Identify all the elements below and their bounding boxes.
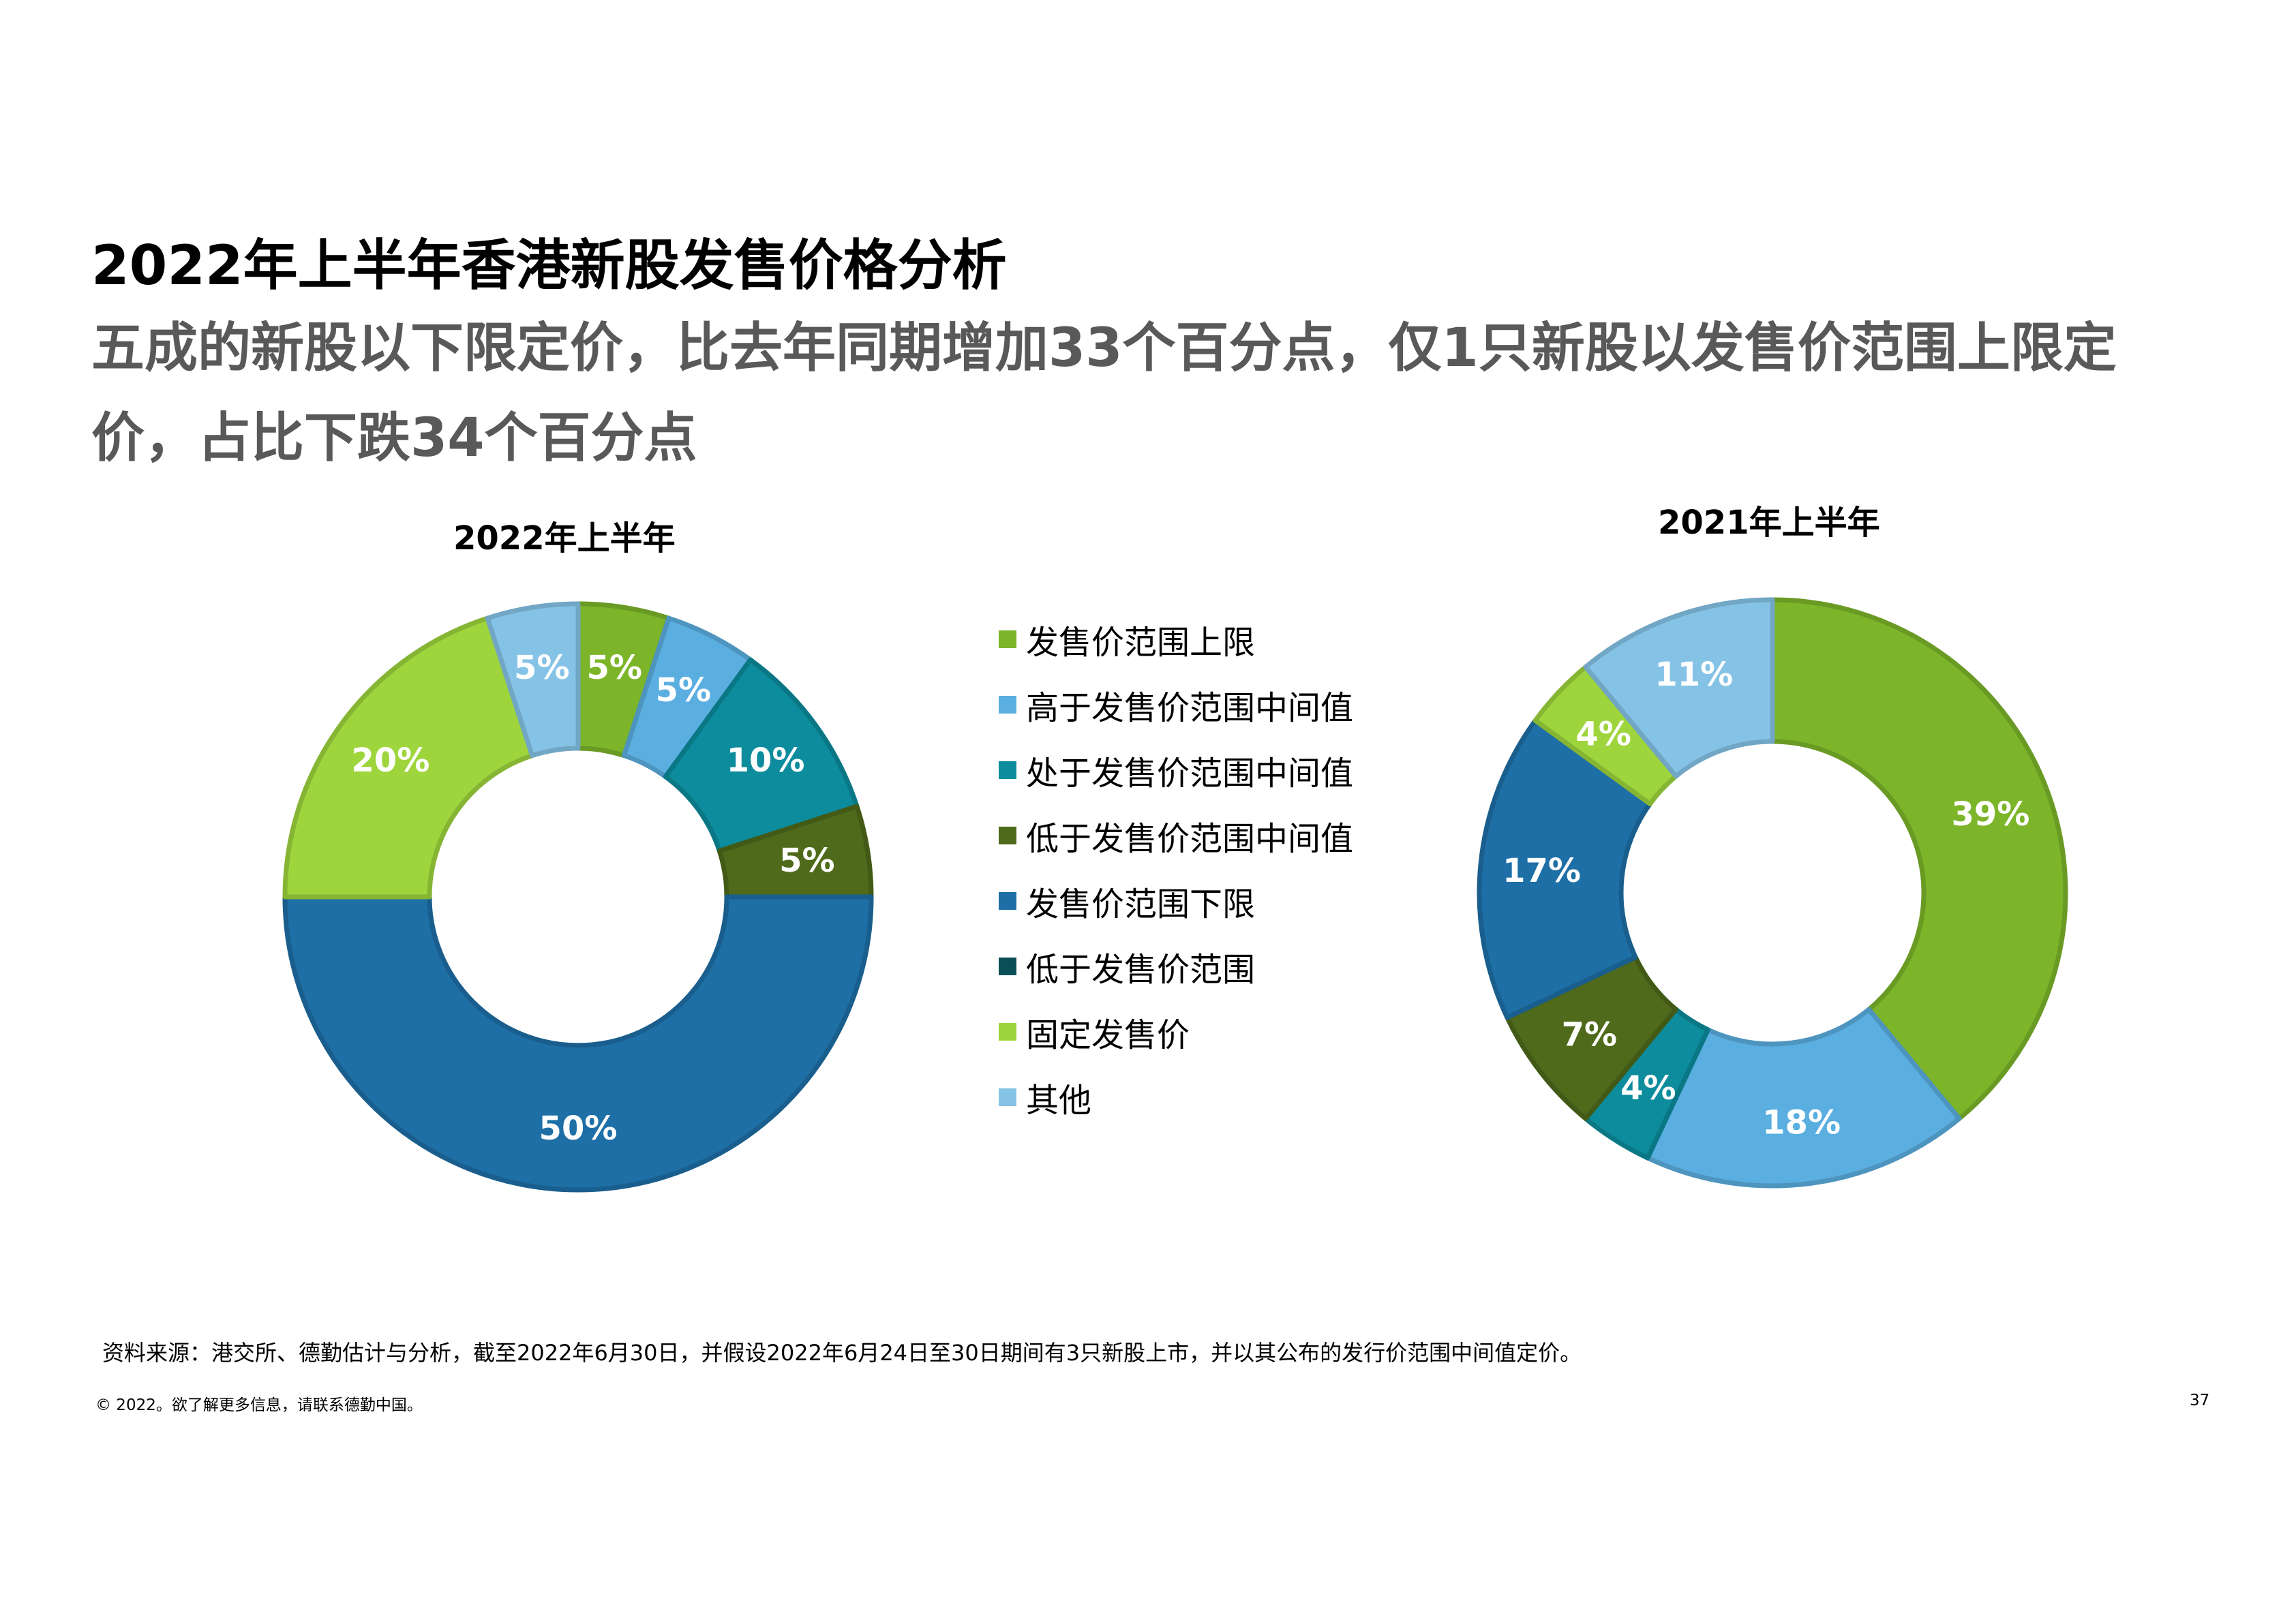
slice-label: 17% [1502,852,1581,890]
slice-label: 11% [1655,656,1733,694]
slice-label: 4% [1575,715,1631,753]
legend-swatch [999,958,1016,975]
legend-label: 处于发售价范围中间值 [1026,754,1354,793]
legend-item: 低于发售价范围中间值 [999,803,1353,868]
legend-label: 固定发售价 [1026,1016,1190,1054]
donut-chart-2022: 5% 5% 10% 5% 50% 20% 5% [282,601,874,1193]
donut-slice [282,894,874,1193]
legend-swatch [999,1023,1016,1041]
legend-swatch [999,1088,1016,1106]
legend-item: 发售价范围上限 [999,607,1353,672]
slice-label: 20% [351,741,429,780]
copyright: © 2022。欲了解更多信息，请联系德勤中国。 [95,1396,423,1414]
legend: 发售价范围上限 高于发售价范围中间值 处于发售价范围中间值 低于发售价范围中间值… [999,607,1353,1130]
legend-swatch [999,892,1016,910]
legend-label: 低于发售价范围 [1026,951,1256,989]
slice-label: 4% [1620,1069,1676,1107]
donut-slice [282,615,535,900]
page-number: 37 [2190,1392,2210,1409]
legend-item: 处于发售价范围中间值 [999,737,1353,803]
donut-slice [485,601,581,759]
slice-label: 50% [539,1110,618,1148]
donut-slice [1583,597,1775,779]
chart-title-2022: 2022年上半年 [453,519,676,557]
chart-title-2021: 2021年上半年 [1658,504,1880,542]
slice-label: 18% [1762,1103,1841,1142]
page-subtitle: 五成的新股以下限定价，比去年同期增加33个百分点，仅1只新股以发售价范围上限定价… [91,318,2117,469]
legend-item: 低于发售价范围 [999,934,1353,999]
slice-label: 39% [1951,795,2029,833]
slice-label: 5% [514,649,570,687]
donut-chart-2021: 39%18%4%7%17%4%11% [1477,597,2068,1189]
slice-label: 5% [656,671,711,709]
legend-item: 发售价范围下限 [999,868,1353,934]
slice-label: 7% [1562,1015,1618,1054]
slice-label: 5% [586,649,642,687]
legend-item: 固定发售价 [999,999,1353,1065]
legend-label: 发售价范围下限 [1026,885,1256,923]
legend-label: 其他 [1026,1082,1092,1120]
legend-item: 其他 [999,1065,1353,1130]
page-title: 2022年上半年香港新股发售价格分析 [91,234,1007,297]
legend-label: 发售价范围上限 [1026,624,1256,662]
legend-swatch [999,696,1016,714]
donut-slice [1770,597,2068,1121]
slice-label: 5% [779,842,835,880]
legend-item: 高于发售价范围中间值 [999,672,1353,737]
legend-swatch [999,761,1016,779]
source-note: 资料来源：港交所、德勤估计与分析，截至2022年6月30日，并假设2022年6月… [102,1340,1582,1366]
legend-label: 低于发售价范围中间值 [1026,820,1354,858]
legend-swatch [999,630,1016,648]
legend-swatch [999,827,1016,844]
donut-slice [1645,1007,1962,1189]
legend-label: 高于发售价范围中间值 [1026,689,1354,727]
donut-slice [1477,718,1652,1020]
slice-label: 10% [727,741,805,780]
